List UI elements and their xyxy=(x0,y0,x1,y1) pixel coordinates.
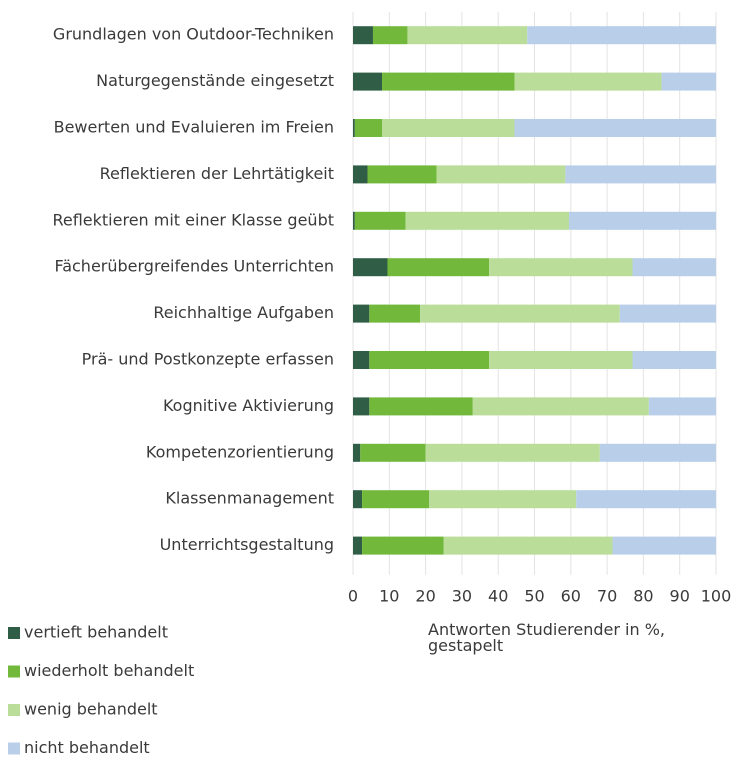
bar-segment xyxy=(527,26,716,45)
bar-segment xyxy=(599,443,716,462)
y-tick-label: Grundlagen von Outdoor-Techniken xyxy=(53,25,334,44)
legend-label: nicht behandelt xyxy=(24,738,150,757)
bar-segment xyxy=(369,397,473,416)
legend-swatch xyxy=(8,627,20,639)
bar-segment xyxy=(568,211,716,230)
legend-swatch xyxy=(8,742,20,755)
bar-segment xyxy=(369,351,490,369)
bar-segment xyxy=(382,119,515,137)
bar-segment xyxy=(425,443,600,462)
bar-segment xyxy=(619,304,716,323)
y-tick-label: Kompetenzorientierung xyxy=(146,442,334,461)
bar-segment xyxy=(382,72,515,91)
x-tick-label: 10 xyxy=(379,586,399,605)
y-tick-label: Prä- und Postkonzepte erfassen xyxy=(82,350,334,369)
bar-segment xyxy=(565,165,716,184)
bar-segment xyxy=(632,258,716,277)
bar-segment xyxy=(353,397,370,416)
y-tick-label: Klassenmanagement xyxy=(165,489,334,508)
legend-swatch xyxy=(8,704,20,716)
bar-segment xyxy=(429,490,577,509)
x-tick-label: 80 xyxy=(633,586,653,605)
y-tick-label: Fächerübergreifendes Unterrichten xyxy=(54,257,334,276)
bar-segment xyxy=(436,165,566,184)
bar-segment xyxy=(576,490,716,509)
bar-segment xyxy=(387,258,490,277)
bar-segment xyxy=(514,119,716,137)
bar-segment xyxy=(353,119,355,137)
bar-segment xyxy=(353,258,388,277)
y-tick-label: Kognitive Aktivierung xyxy=(163,396,334,415)
bar-segment xyxy=(443,536,613,555)
legend-swatch xyxy=(8,665,20,678)
x-tick-label: 60 xyxy=(561,586,581,605)
bar-segment xyxy=(353,443,361,462)
bar-segment xyxy=(489,351,633,369)
bar-segment xyxy=(353,304,370,323)
y-tick-label: Bewerten und Evaluieren im Freien xyxy=(54,118,334,137)
bar-segment xyxy=(353,351,370,369)
bar-segment xyxy=(407,26,528,45)
bar-segment xyxy=(661,72,716,91)
bar-segment xyxy=(369,304,421,323)
y-tick-label: Naturgegenstände eingesetzt xyxy=(96,71,334,90)
bar-segment xyxy=(362,490,430,509)
bar-segment xyxy=(353,165,368,184)
legend-label: wiederholt behandelt xyxy=(24,661,194,680)
x-tick-label: 70 xyxy=(597,586,617,605)
y-tick-label: Reflektieren mit einer Klasse geübt xyxy=(52,210,334,229)
x-tick-label: 40 xyxy=(488,586,508,605)
bar-segment xyxy=(612,536,716,555)
bar-segment xyxy=(472,397,649,416)
y-tick-label: Reichhaltige Aufgaben xyxy=(153,303,334,322)
x-tick-label: 90 xyxy=(670,586,690,605)
bar-segment xyxy=(405,211,569,230)
bar-segment xyxy=(362,536,444,555)
bar-segment xyxy=(632,351,716,369)
bar-segment xyxy=(353,72,383,91)
bar-segment xyxy=(354,211,406,230)
bar-segment xyxy=(367,165,437,184)
bar-segment xyxy=(420,304,620,323)
bar-segment xyxy=(353,490,363,509)
bar-segment xyxy=(353,26,373,45)
legend-label: vertieft behandelt xyxy=(24,623,168,642)
x-tick-label: 100 xyxy=(701,586,732,605)
x-axis-label: Antworten Studierender in %, gestapelt xyxy=(428,620,666,655)
bar-segment xyxy=(354,119,383,137)
x-tick-label: 0 xyxy=(348,586,358,605)
y-tick-label: Reflektieren der Lehrtätigkeit xyxy=(100,164,334,183)
legend-label: wenig behandelt xyxy=(24,700,158,719)
x-tick-label: 50 xyxy=(524,586,544,605)
bar-segment xyxy=(353,536,363,555)
bar-segment xyxy=(514,72,662,91)
bar-segment xyxy=(353,211,355,230)
x-tick-label: 30 xyxy=(452,586,472,605)
bar-segment xyxy=(648,397,716,416)
bar-segment xyxy=(372,26,408,45)
bar-segment xyxy=(360,443,426,462)
x-tick-label: 20 xyxy=(415,586,435,605)
y-tick-label: Unterrichtsgestaltung xyxy=(160,535,334,554)
bar-segment xyxy=(489,258,633,277)
